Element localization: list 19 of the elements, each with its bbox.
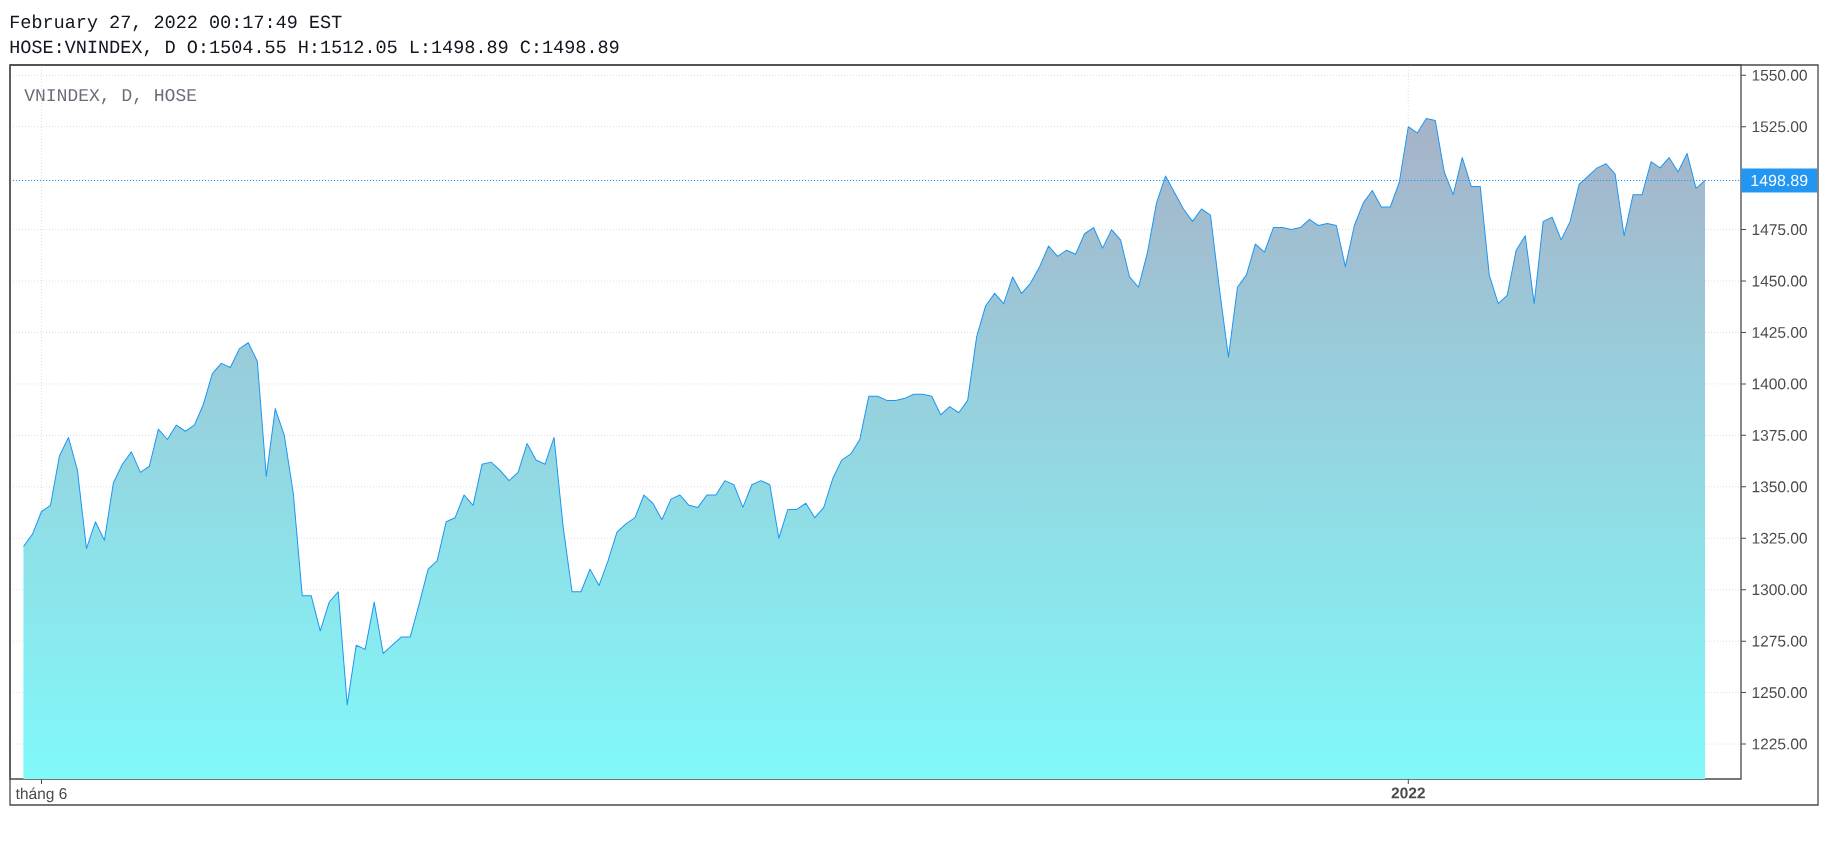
y-tick-label: 1325.00 <box>1752 532 1807 544</box>
y-tick-label: 1275.00 <box>1752 635 1807 647</box>
y-tick-label: 1225.00 <box>1752 738 1807 750</box>
y-tick-label: 1475.00 <box>1752 224 1807 236</box>
y-tick-label: 1250.00 <box>1752 687 1807 699</box>
y-tick-label: 1425.00 <box>1752 327 1807 338</box>
x-tick-label: tháng 6 <box>15 787 67 803</box>
y-tick-label: 1375.00 <box>1752 429 1807 441</box>
chart-title: HOSE:VNINDEX, D O:1504.55 H:1512.05 L:1498.89 C:1498.89 <box>10 40 619 57</box>
y-tick-label: 1350.00 <box>1752 481 1807 493</box>
text: February 27, 2022 00:17:49 EST <box>10 14 342 32</box>
text: VNINDEX, D, HOSE <box>24 88 197 105</box>
y-tick-label: 1300.00 <box>1752 584 1807 596</box>
ref-line-label: 1498.89 <box>1751 174 1808 187</box>
x-tick-label: 2022 <box>1391 787 1425 799</box>
y-tick-label: 1525.00 <box>1752 121 1807 133</box>
y-tick-label: 1400.00 <box>1752 378 1807 390</box>
y-tick-label: 1450.00 <box>1752 275 1807 287</box>
y-tick-label: 1550.00 <box>1752 69 1807 81</box>
